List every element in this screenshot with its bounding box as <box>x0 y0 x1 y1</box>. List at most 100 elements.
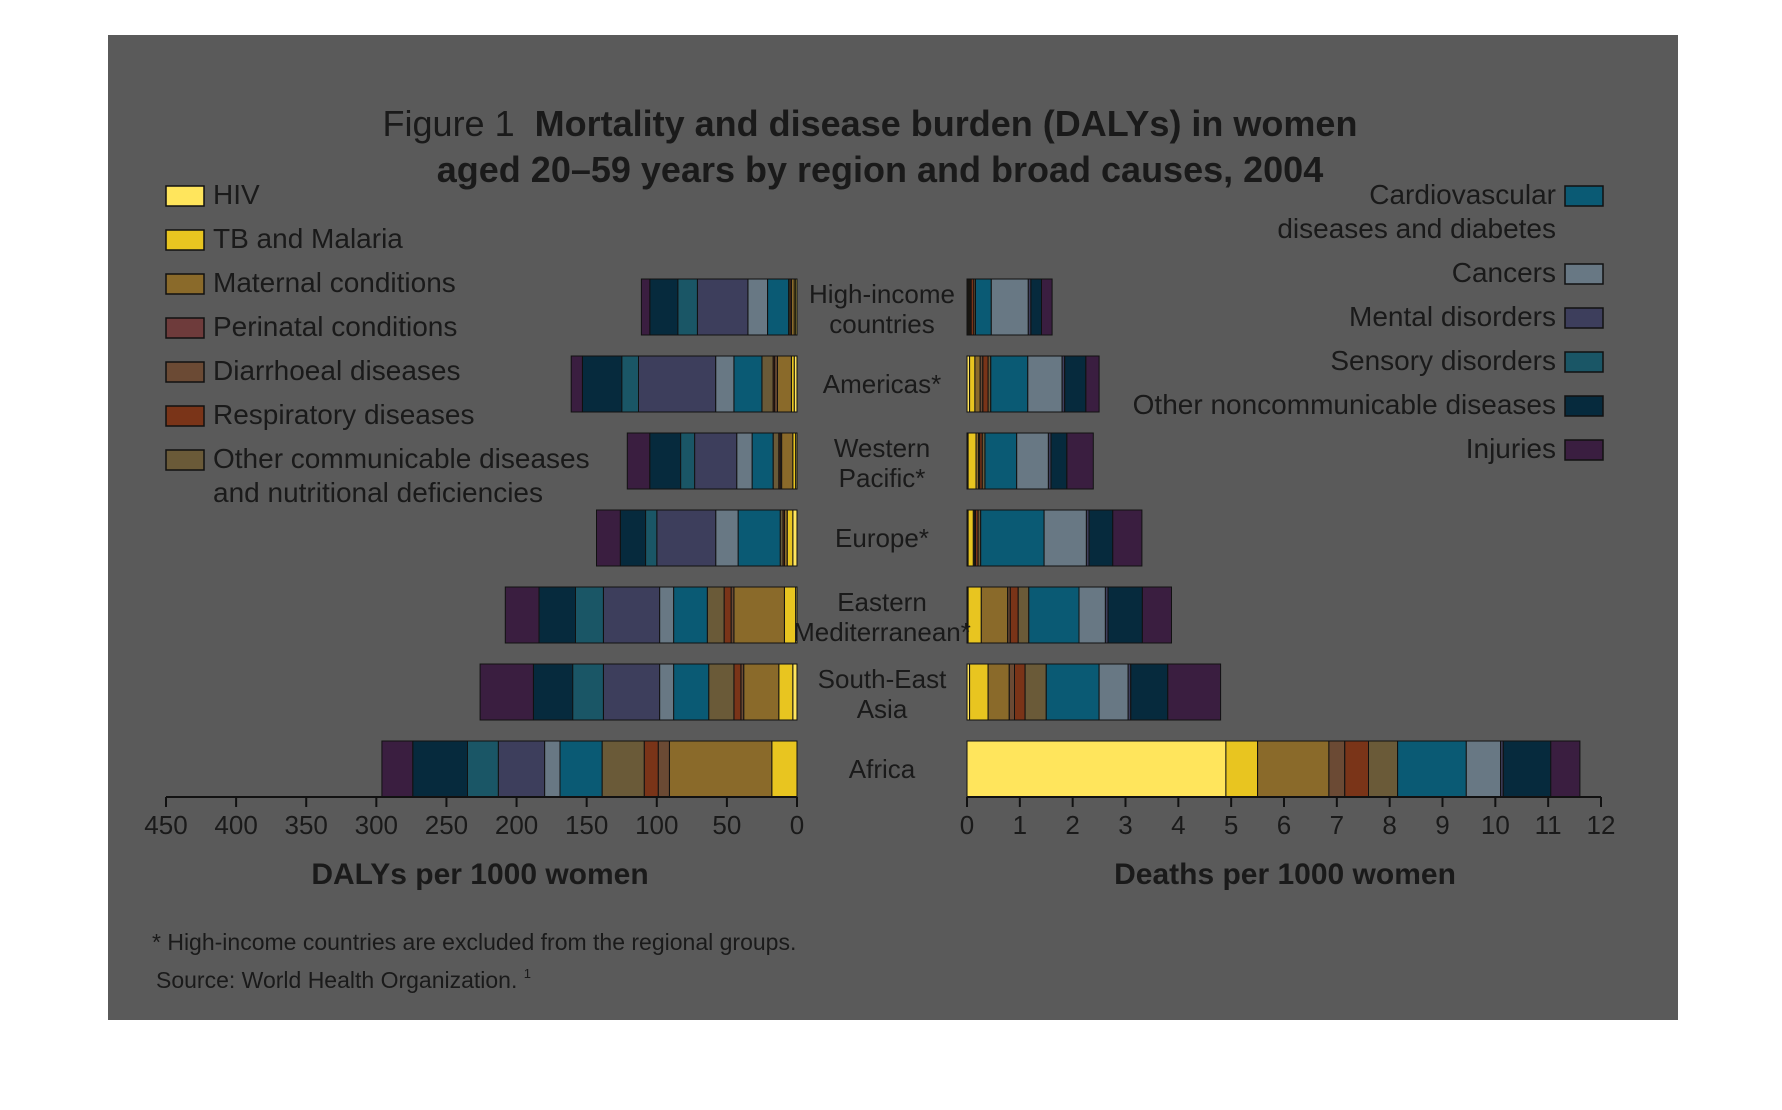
deaths-tick-label: 2 <box>1065 810 1079 840</box>
legend-swatch <box>165 361 205 383</box>
legend-swatch <box>1564 263 1604 285</box>
region-labels: High-income countries Americas* Western Paci… <box>793 279 971 784</box>
deaths-bar-segment <box>1167 663 1222 721</box>
footnote: * High-income countries are excluded fro… <box>152 929 796 955</box>
deaths-bar-segment <box>975 278 992 336</box>
dalys-tick-label: 0 <box>790 810 804 840</box>
chart-panel <box>108 35 1678 1020</box>
deaths-axis: 0 1 2 3 4 5 6 7 8 9 10 11 12 <box>960 796 1616 840</box>
deaths-bar-segment <box>1014 663 1026 721</box>
deaths-tick-label: 11 <box>1535 810 1562 840</box>
dalys-bar-segment <box>715 355 735 413</box>
dalys-bar-segment <box>532 663 574 721</box>
dalys-bar-segment <box>659 663 675 721</box>
title-line-1: Mortality and disease burden (DALYs) in … <box>535 103 1358 144</box>
legend-label: Other communicable diseases <box>213 443 590 474</box>
dalys-bar-segment <box>656 509 717 567</box>
dalys-bar-segment <box>781 432 794 490</box>
deaths-bar-segment <box>1030 278 1043 336</box>
dalys-bar-segment <box>736 432 753 490</box>
dalys-bar-segment <box>771 740 798 798</box>
deaths-bar-segment <box>982 355 989 413</box>
legend-label: Cancers <box>1452 257 1556 288</box>
dalys-bar-segment <box>723 586 732 644</box>
dalys-bar-segment <box>572 663 604 721</box>
deaths-tick-label: 4 <box>1171 810 1185 840</box>
dalys-tick-label: 100 <box>635 810 678 840</box>
region-label-line: Asia <box>857 694 908 724</box>
legend-swatch <box>165 229 205 251</box>
region-label-line: countries <box>829 309 935 339</box>
region-label: Africa <box>849 754 916 784</box>
dalys-tick-label: 450 <box>144 810 187 840</box>
deaths-bar-segment <box>990 355 1029 413</box>
region-label-line: Western <box>834 433 930 463</box>
dalys-bar-segment <box>467 740 499 798</box>
dalys-bar-segment <box>626 432 651 490</box>
deaths-bar-segment <box>1050 432 1068 490</box>
deaths-bar-segment <box>969 663 989 721</box>
dalys-bar-segment <box>559 740 603 798</box>
dalys-bar-segment <box>638 355 717 413</box>
dalys-bar-segment <box>706 586 725 644</box>
dalys-bar-segment <box>603 586 661 644</box>
deaths-bar-segment <box>1066 432 1094 490</box>
deaths-bar-segment <box>1328 740 1346 798</box>
deaths-bar-segment <box>1016 432 1049 490</box>
deaths-bar-segment <box>967 509 974 567</box>
dalys-bar-segment <box>673 586 708 644</box>
dalys-bar-segment <box>596 509 621 567</box>
legend-label: Cardiovascular <box>1369 179 1556 210</box>
deaths-bar-segment <box>1017 586 1030 644</box>
dalys-tick-label: 200 <box>495 810 538 840</box>
legend-label: HIV <box>213 179 260 210</box>
region-label: Eastern Mediterranean* <box>793 587 971 647</box>
source-text: Source: World Health Organization. <box>156 967 517 993</box>
dalys-tick-label: 400 <box>214 810 257 840</box>
dalys-bar-segment <box>619 509 646 567</box>
deaths-bar-segment <box>1078 586 1106 644</box>
deaths-tick-label: 1 <box>1013 810 1027 840</box>
deaths-bar-segment <box>1027 355 1063 413</box>
deaths-bar-segment <box>966 740 1227 798</box>
deaths-bar-segment <box>1465 740 1502 798</box>
deaths-tick-label: 7 <box>1330 810 1344 840</box>
deaths-bar-segment <box>1344 740 1370 798</box>
dalys-bar-segment <box>772 432 780 490</box>
dalys-bar-segment <box>582 355 623 413</box>
deaths-tick-label: 10 <box>1481 810 1510 840</box>
dalys-bar-segment <box>643 740 659 798</box>
dalys-bar-segment <box>715 509 739 567</box>
legend-swatch <box>165 317 205 339</box>
dalys-bar-segment <box>747 278 769 336</box>
figure-number: Figure 1 <box>383 103 515 144</box>
legend-swatch <box>1564 351 1604 373</box>
deaths-bar-segment <box>1041 278 1053 336</box>
dalys-bar-segment <box>737 509 781 567</box>
deaths-bar-segment <box>1107 586 1143 644</box>
dalys-bar-segment <box>649 432 682 490</box>
deaths-bar-segment <box>1024 663 1047 721</box>
dalys-bar-segment <box>649 278 679 336</box>
deaths-tick-label: 12 <box>1587 810 1616 840</box>
deaths-bar-segment <box>1064 355 1087 413</box>
legend-swatch <box>165 185 205 207</box>
deaths-bar-segment <box>980 586 1009 644</box>
region-label-line: Mediterranean* <box>793 617 971 647</box>
deaths-bar-segment <box>980 509 1045 567</box>
dalys-bar-segment <box>381 740 414 798</box>
region-label-line: Pacific* <box>839 463 926 493</box>
deaths-bar-segment <box>1043 509 1087 567</box>
legend-label: Other noncommunicable diseases <box>1133 389 1556 420</box>
dalys-bar-segment <box>504 586 540 644</box>
deaths-chart <box>966 278 1581 798</box>
region-label: Americas* <box>823 369 941 399</box>
dalys-chart <box>381 278 798 798</box>
legend-label: Injuries <box>1466 433 1556 464</box>
region-label-line: South-East <box>818 664 947 694</box>
deaths-tick-label: 3 <box>1118 810 1132 840</box>
dalys-bar-segment <box>574 586 604 644</box>
legend-label: Maternal conditions <box>213 267 456 298</box>
deaths-tick-label: 9 <box>1435 810 1449 840</box>
